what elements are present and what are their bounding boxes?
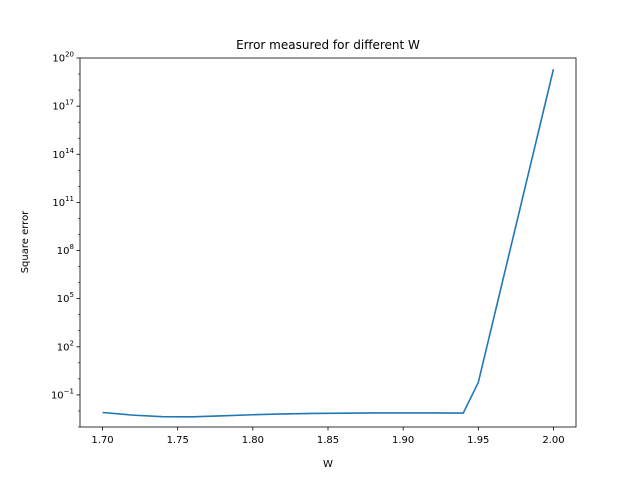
x-tick-label: 1.95 bbox=[467, 435, 489, 446]
y-tick-label: 10−1 bbox=[51, 387, 74, 401]
y-tick-label: 1017 bbox=[52, 99, 74, 113]
x-tick-label: 2.00 bbox=[542, 435, 564, 446]
chart-title: Error measured for different W bbox=[236, 38, 420, 52]
series-line-0 bbox=[102, 69, 555, 418]
y-tick-label: 102 bbox=[57, 339, 74, 353]
x-tick-label: 1.90 bbox=[392, 435, 414, 446]
y-tick-label: 1011 bbox=[52, 195, 74, 209]
y-tick-label: 108 bbox=[57, 243, 74, 257]
x-axis-label: W bbox=[323, 459, 333, 470]
x-tick-label: 1.80 bbox=[242, 435, 264, 446]
x-tick-label: 1.75 bbox=[167, 435, 189, 446]
x-axis: 1.70 1.75 1.80 1.85 1.90 1.95 2.00 bbox=[91, 427, 565, 446]
x-tick-label: 1.85 bbox=[317, 435, 339, 446]
x-tick-label: 1.70 bbox=[91, 435, 113, 446]
series-layer bbox=[102, 69, 555, 418]
y-axis-label: Square error bbox=[20, 210, 31, 273]
y-tick-label: 1020 bbox=[52, 51, 74, 65]
y-tick-label: 105 bbox=[57, 291, 74, 305]
y-tick-label: 1014 bbox=[52, 147, 74, 161]
y-axis: 10−1 102 105 108 1011 1014 1017 1020 bbox=[51, 51, 80, 428]
